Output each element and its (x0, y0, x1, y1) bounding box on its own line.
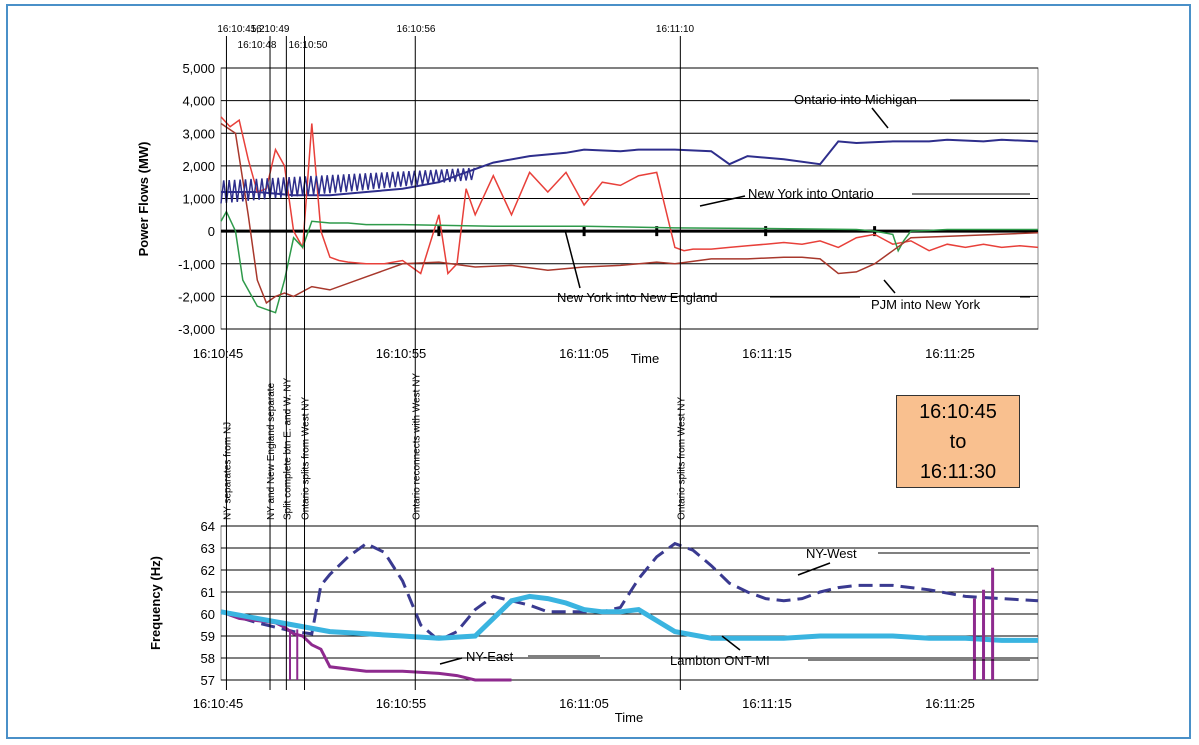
bottom-y-tick-label: 63 (201, 541, 215, 556)
annotation-arrow (883, 279, 896, 294)
event-note-label: Ontario splits from West NY (676, 396, 687, 520)
annotation-pjm-into-new-york: PJM into New York (871, 297, 981, 312)
bottom-x-tick-label: 16:11:25 (925, 696, 975, 711)
top-series (220, 116, 1039, 314)
bottom-y-tick-label: 59 (201, 629, 215, 644)
annotation-lambton-ont-mi: Lambton ONT-MI (670, 653, 770, 668)
top-y-tick-label: 1,000 (182, 192, 215, 207)
annotation-arrow (439, 657, 463, 665)
event-time-label: 16:10:45,2 (217, 24, 265, 35)
bottom-y-tick-label: 60 (201, 607, 215, 622)
bottom-y-axis-title: Frequency (Hz) (148, 556, 163, 650)
top-y-tick-label: 4,000 (182, 94, 215, 109)
top-x-tick-label: 16:11:25 (925, 346, 975, 361)
top-x-tick-label: 16:11:15 (742, 346, 792, 361)
time-range-box: 16:10:45 to 16:11:30 (896, 395, 1020, 488)
annotation-ontario-into-michigan: Ontario into Michigan (794, 92, 917, 107)
event-time-label: 16:10:48 (238, 40, 277, 51)
top-y-tick-label: 5,000 (182, 61, 215, 76)
bottom-y-tick-label: 57 (201, 673, 215, 688)
event-note-label: Ontario reconnects with West NY (411, 373, 422, 520)
bottom-y-tick-label: 61 (201, 585, 215, 600)
series-line-lambton-ont-mi (220, 593, 1038, 643)
top-y-tick-label: -3,000 (178, 322, 215, 337)
top-y-tick-label: -2,000 (178, 289, 215, 304)
top-y-axis-title: Power Flows (MW) (136, 142, 151, 257)
annotation-arrow (564, 229, 581, 289)
series-annotations: Ontario into Michigan New York into Ontar… (439, 92, 1030, 668)
bottom-plot-frame (220, 525, 1039, 681)
top-y-tick-label: -1,000 (178, 257, 215, 272)
event-note-label: NY separates from NJ (222, 422, 233, 520)
bottom-gridlines (220, 525, 1039, 681)
event-note-label: Ontario splits from West NY (301, 396, 312, 520)
series-line-new-york-into-ontario (220, 116, 1039, 276)
bottom-x-axis-title: Time (615, 710, 643, 725)
event-lines: 16:10:45,2 NY separates from NJ 16:10:48 NY… (217, 24, 695, 690)
series-line-pjm-into-new-york (220, 122, 1039, 305)
event-time-label: 16:11:10 (656, 24, 695, 35)
event-time-label: 16:10:49 (251, 24, 290, 35)
annotation-arrow (699, 195, 746, 207)
event-note-label: NY and New England separate (266, 382, 277, 520)
bottom-y-tick-label: 62 (201, 563, 215, 578)
annotation-ny-west: NY-West (806, 546, 857, 561)
top-y-tick-label: 3,000 (182, 126, 215, 141)
bottom-series (220, 541, 1039, 682)
axis-labels: 5,000 4,000 3,000 2,000 1,000 0 -1,000 -2,000 -3… (136, 61, 975, 725)
top-x-axis-title: Time (631, 351, 659, 366)
annotation-arrow (797, 562, 831, 576)
top-y-tick-label: 0 (208, 224, 215, 239)
top-x-tick-label: 16:11:05 (559, 346, 609, 361)
series-line-ny-west (220, 541, 1039, 643)
annotation-ny-east: NY-East (466, 649, 514, 664)
event-time-label: 16:10:56 (397, 24, 436, 35)
bottom-x-tick-label: 16:10:55 (376, 696, 427, 711)
series-line-ontario-into-michigan (221, 138, 1039, 197)
event-note-label: Split complete btn E. and W. NY (282, 377, 293, 520)
bottom-x-tick-label: 16:11:15 (742, 696, 792, 711)
annotation-arrow (871, 107, 889, 129)
annotation-new-york-into-new-england: New York into New England (557, 290, 717, 305)
event-time-label: 16:10:50 (289, 40, 328, 51)
annotation-arrow (721, 635, 741, 651)
time-range-start: 16:10:45 (919, 400, 997, 423)
top-x-tick-label: 16:10:55 (376, 346, 427, 361)
annotation-new-york-into-ontario: New York into Ontario (748, 186, 874, 201)
bottom-y-tick-label: 64 (201, 519, 215, 534)
top-y-tick-label: 2,000 (182, 159, 215, 174)
bottom-y-tick-label: 58 (201, 651, 215, 666)
bottom-x-tick-label: 16:10:45 (193, 696, 244, 711)
time-range-end: 16:11:30 (919, 460, 997, 483)
bottom-x-tick-label: 16:11:05 (559, 696, 609, 711)
top-x-tick-label: 16:10:45 (193, 346, 244, 361)
series-oscillation-ontario-into-michigan (220, 167, 476, 204)
time-range-to: to (949, 430, 967, 453)
